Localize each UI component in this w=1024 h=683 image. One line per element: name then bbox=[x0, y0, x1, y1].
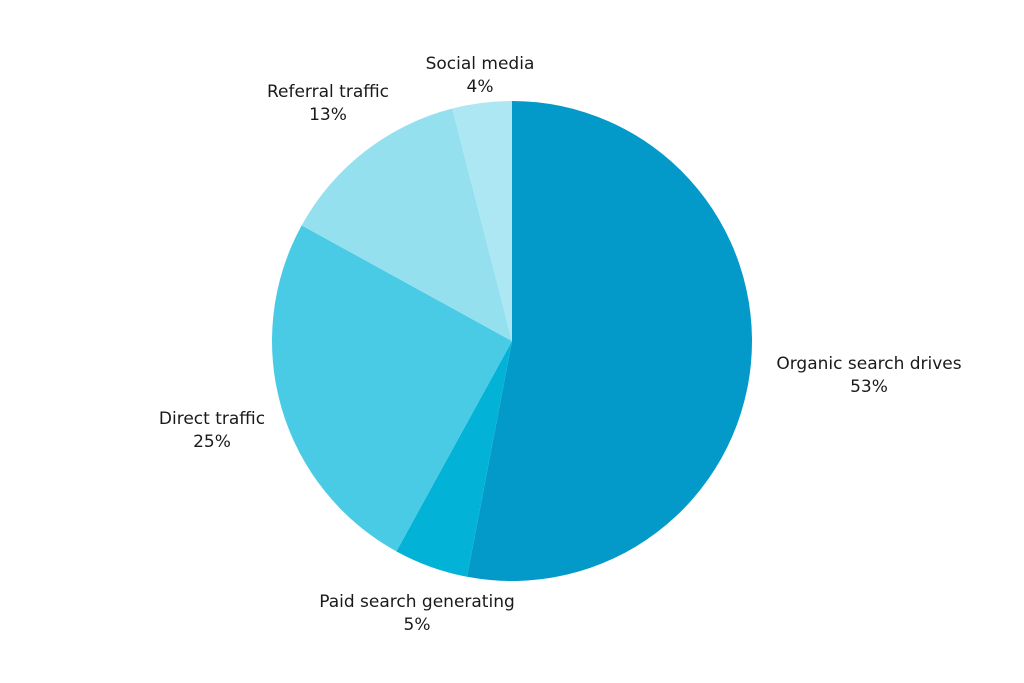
pie-slice-paid-search-generating bbox=[396, 341, 512, 577]
slice-value-label: 5% bbox=[404, 615, 431, 635]
pie-slice-social-media bbox=[452, 101, 512, 341]
slice-name-label: Paid search generating bbox=[319, 592, 515, 612]
pie-slice-referral-traffic bbox=[301, 108, 512, 341]
slice-name-label: Social media bbox=[426, 54, 535, 74]
pie-labels: Organic search drives 53% Paid search gene… bbox=[159, 54, 962, 635]
pie-slices bbox=[272, 101, 752, 582]
pie-slice-organic-search-drives bbox=[467, 101, 752, 582]
pie-slice-direct-traffic bbox=[272, 225, 512, 552]
slice-value-label: 13% bbox=[309, 105, 347, 125]
slice-name-label: Referral traffic bbox=[267, 82, 389, 102]
slice-value-label: 53% bbox=[850, 377, 888, 397]
slice-name-label: Direct traffic bbox=[159, 409, 265, 429]
slice-value-label: 4% bbox=[467, 77, 494, 97]
slice-name-label: Organic search drives bbox=[776, 354, 961, 374]
slice-value-label: 25% bbox=[193, 432, 231, 452]
